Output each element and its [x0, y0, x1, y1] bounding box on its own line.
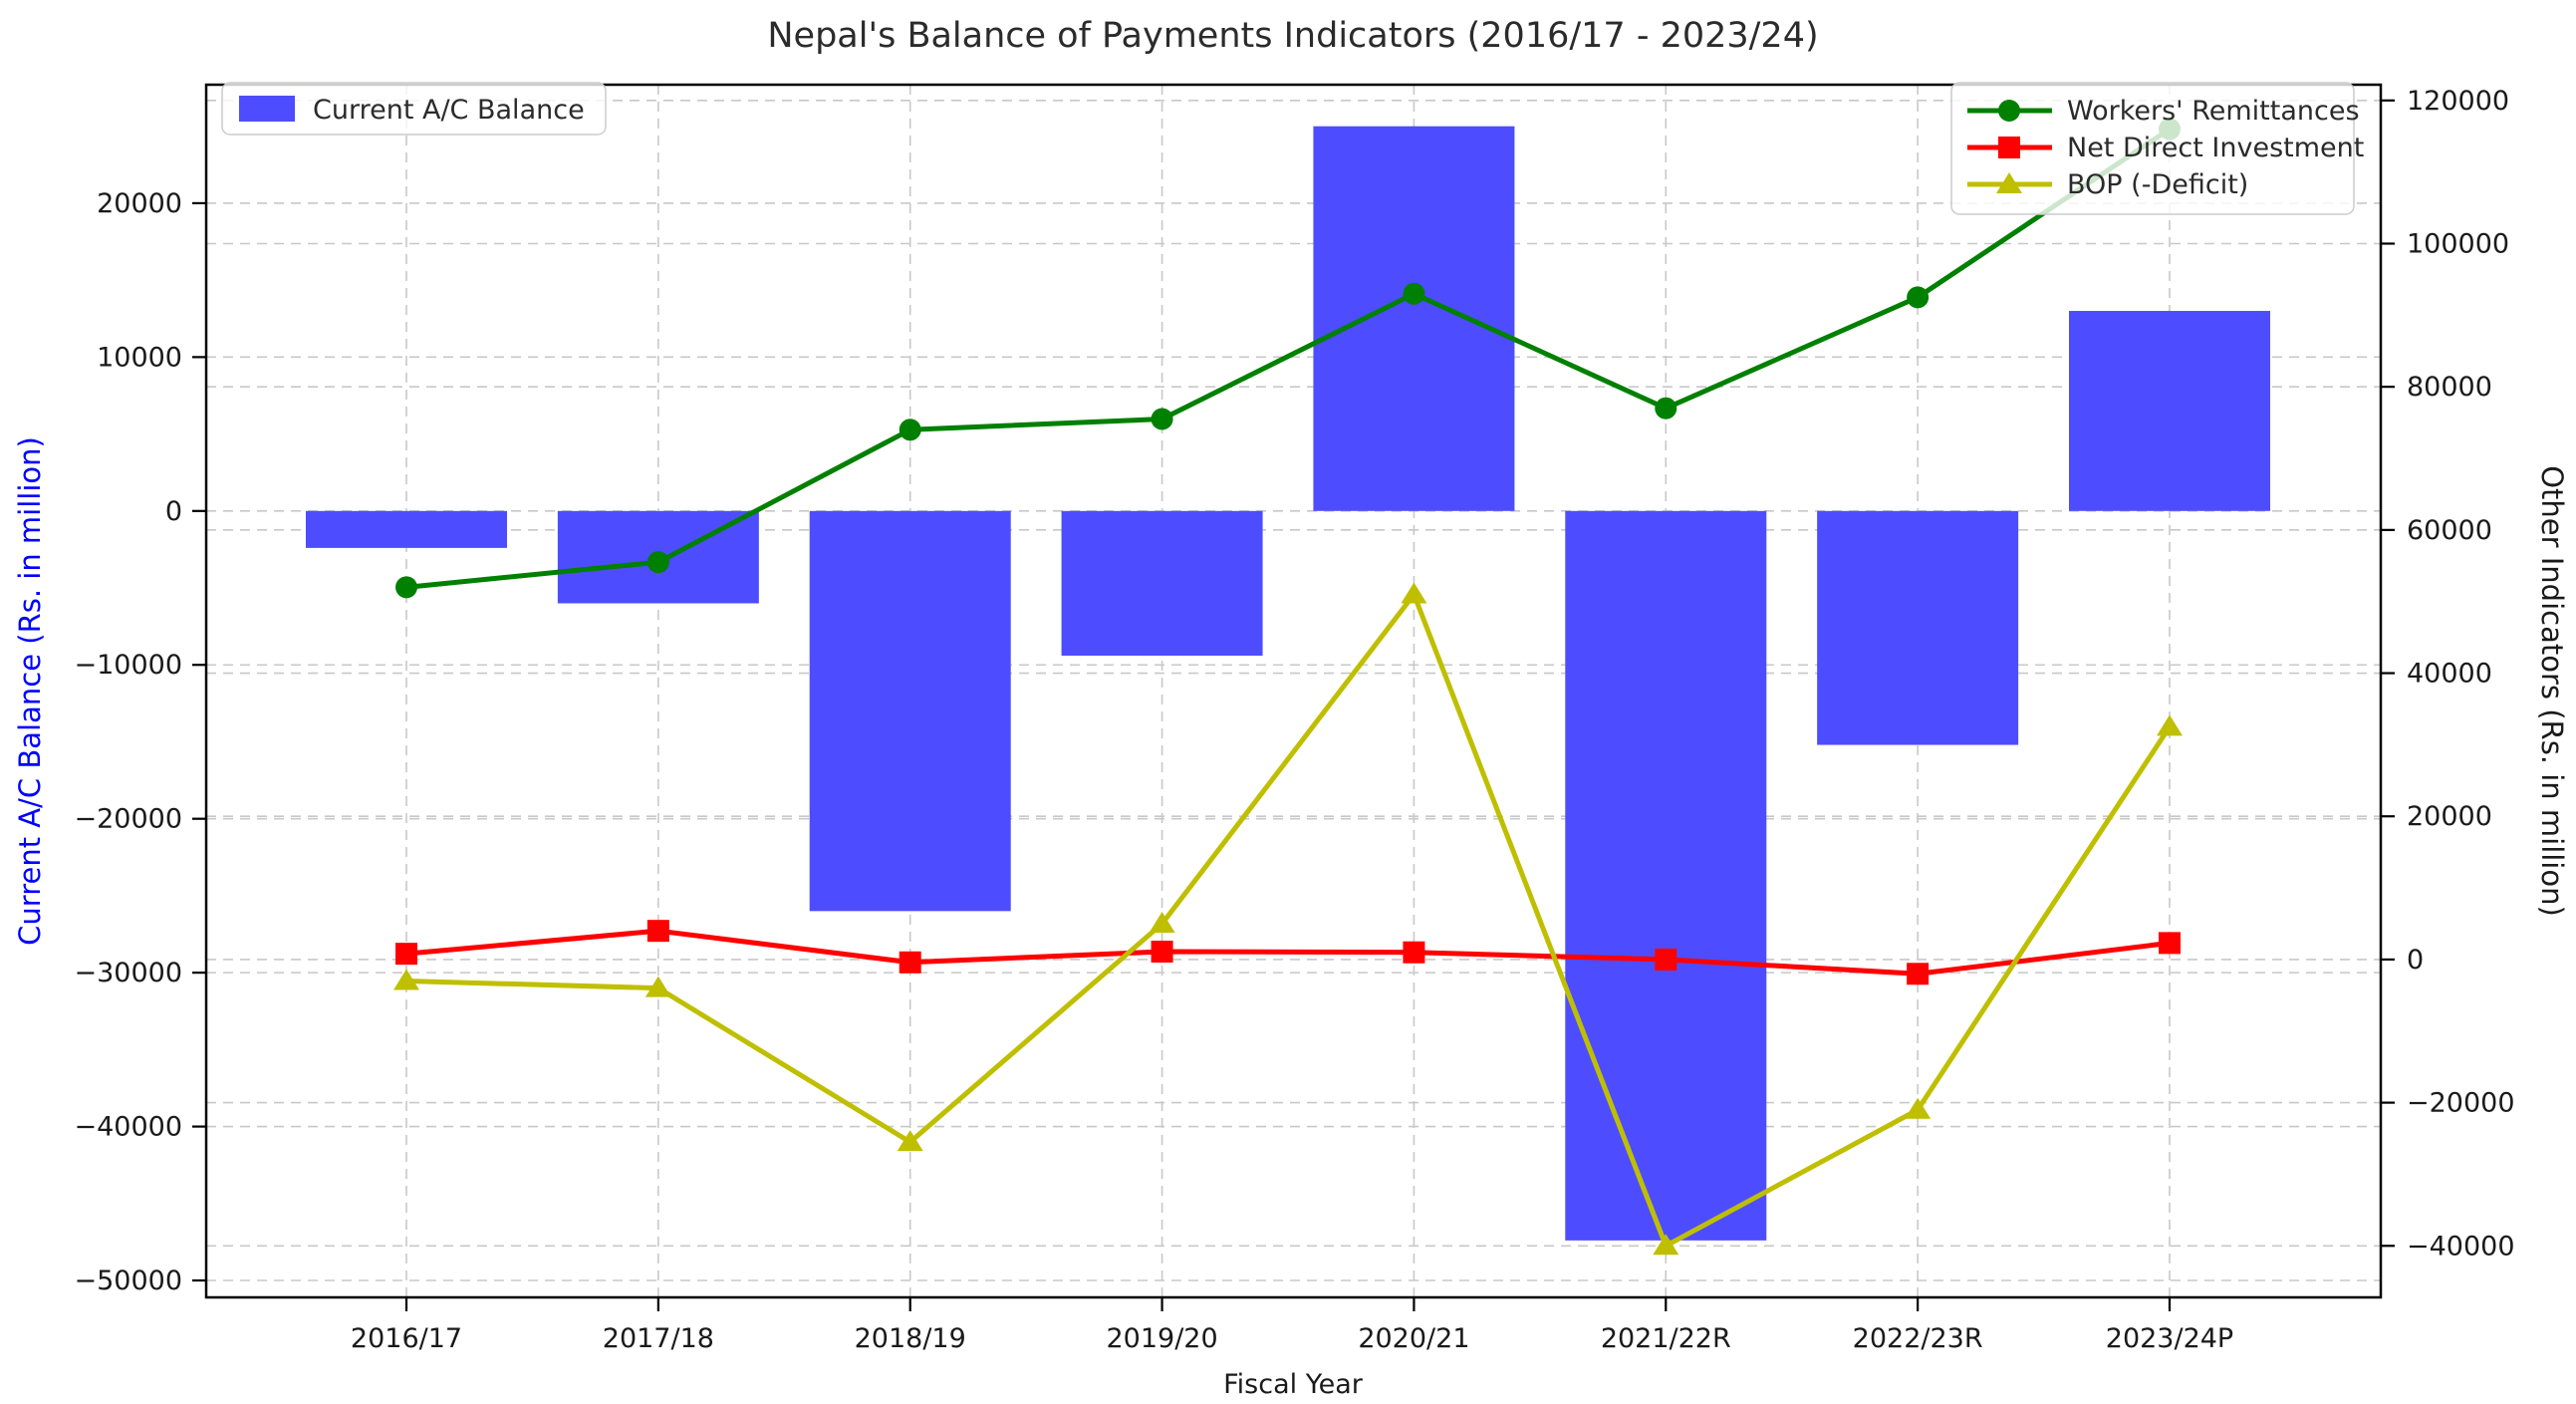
square-marker-icon [1998, 137, 2020, 158]
series-line [403, 928, 2173, 977]
right-tick-label: 120000 [2407, 86, 2509, 117]
right-tick-label: −20000 [2407, 1088, 2515, 1119]
series-bop-deficit- [393, 582, 2183, 1256]
right-tick-label: 80000 [2407, 372, 2492, 403]
bar-2018/19 [809, 510, 1011, 912]
x-tick-label: 2020/21 [1358, 1323, 1469, 1354]
bar-2022/23R [1817, 510, 2019, 745]
bar-2019/20 [1061, 510, 1263, 656]
legend-box [221, 82, 607, 136]
legend-label: Net Direct Investment [2067, 133, 2364, 163]
left-tick-label: −50000 [74, 1265, 182, 1296]
series-line [403, 127, 2173, 590]
circle-marker-icon [1907, 286, 1930, 309]
bar-series [306, 126, 2270, 1241]
right-tick-label: −40000 [2407, 1231, 2515, 1262]
gridlines [206, 85, 2381, 1297]
bar-2023/24P [2068, 311, 2270, 511]
circle-marker-icon [1151, 408, 1173, 430]
left-tick-label: −40000 [74, 1112, 182, 1143]
bar-2016/17 [306, 510, 507, 548]
circle-marker-icon [899, 419, 921, 441]
x-tick-label: 2016/17 [351, 1323, 462, 1354]
triangle-marker-icon [1653, 1234, 1679, 1256]
legend-bar-label: Current A/C Balance [313, 95, 585, 126]
square-marker-icon [395, 943, 417, 966]
legend-label: Workers' Remittances [2067, 96, 2360, 127]
legend-line-series: Workers' Remittances Net Direct Investme… [1950, 82, 2364, 215]
series-line [403, 592, 2173, 1249]
triangle-marker-icon [1149, 911, 1175, 933]
right-tick-label: 100000 [2407, 228, 2509, 259]
y-axis-label-left: Current A/C Balance (Rs. in million) [13, 436, 47, 946]
square-marker-icon [2158, 932, 2181, 955]
square-marker-icon [1907, 963, 1930, 985]
right-tick-label: 20000 [2407, 801, 2492, 832]
circle-marker-icon [1998, 100, 2020, 122]
left-tick-label: −10000 [74, 650, 182, 681]
axis-ticks: 20000100000−10000−20000−30000−40000−5000… [74, 86, 2514, 1354]
series-net-direct-investment [395, 920, 2181, 985]
triangle-marker-icon [1996, 172, 2022, 193]
triangle-marker-icon [1401, 582, 1427, 604]
left-tick-label: 20000 [97, 188, 182, 219]
right-tick-label: 40000 [2407, 659, 2492, 690]
x-tick-label: 2021/22R [1601, 1323, 1731, 1354]
triangle-marker-icon [644, 976, 671, 997]
square-marker-icon [1151, 941, 1173, 964]
circle-marker-icon [395, 576, 417, 599]
legend-entry-workers-remittances: Workers' Remittances [1967, 96, 2360, 127]
x-tick-label: 2019/20 [1106, 1323, 1217, 1354]
chart-title: Nepal's Balance of Payments Indicators (… [767, 16, 1818, 56]
legend-label: BOP (-Deficit) [2067, 169, 2248, 200]
square-marker-icon [1403, 941, 1425, 964]
legend-bar-swatch [239, 96, 295, 122]
triangle-marker-icon [1905, 1097, 1932, 1119]
left-tick-label: −30000 [74, 958, 182, 988]
series-workers-remittances [395, 118, 2181, 599]
square-marker-icon [899, 951, 921, 974]
legend-entry-net-direct-investment: Net Direct Investment [1967, 133, 2364, 163]
left-tick-label: 0 [165, 496, 182, 527]
triangle-marker-icon [393, 969, 419, 990]
bar-2020/21 [1313, 126, 1515, 511]
triangle-marker-icon [2156, 714, 2183, 736]
x-axis-label: Fiscal Year [1223, 1369, 1364, 1400]
legend-entry-bop-deficit: BOP (-Deficit) [1967, 169, 2248, 200]
legend-box [1950, 82, 2355, 215]
right-tick-label: 0 [2407, 945, 2424, 976]
circle-marker-icon [1403, 282, 1425, 305]
x-tick-label: 2022/23R [1853, 1323, 1983, 1354]
plot-area: 20000100000−10000−20000−30000−40000−5000… [74, 85, 2515, 1354]
x-tick-label: 2017/18 [603, 1323, 714, 1354]
y-axis-label-right: Other Indicators (Rs. in million) [2535, 465, 2569, 917]
circle-marker-icon [1655, 397, 1677, 420]
bar-2021/22R [1565, 510, 1767, 1241]
legend-current-ac-balance: Current A/C Balance [221, 82, 607, 136]
plot-frame [204, 83, 2383, 1299]
triangle-marker-icon [897, 1130, 923, 1152]
left-tick-label: 10000 [97, 342, 182, 373]
circle-marker-icon [646, 551, 669, 574]
square-marker-icon [1655, 948, 1677, 971]
left-tick-label: −20000 [74, 804, 182, 835]
square-marker-icon [646, 920, 669, 943]
right-tick-label: 60000 [2407, 515, 2492, 546]
x-tick-label: 2023/24P [2106, 1323, 2233, 1354]
x-tick-label: 2018/19 [855, 1323, 966, 1354]
